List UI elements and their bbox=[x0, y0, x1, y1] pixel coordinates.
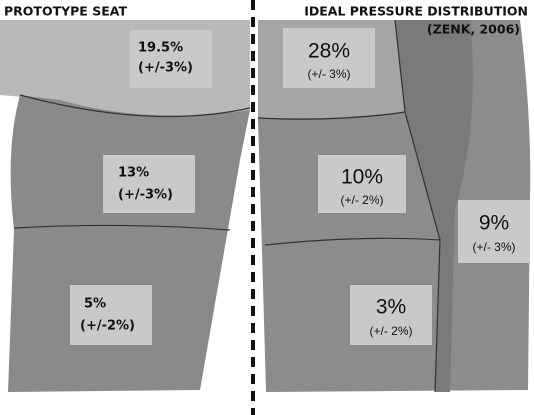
value-label: 10% bbox=[341, 166, 383, 189]
label-box bbox=[70, 285, 152, 345]
value-label: 28% bbox=[308, 40, 350, 63]
left-title: PROTOTYPE SEAT bbox=[4, 4, 127, 19]
tolerance-label: (+/-2%) bbox=[80, 319, 135, 334]
label-box bbox=[283, 28, 375, 88]
label-box bbox=[130, 30, 212, 88]
tolerance-label: (+/-3%) bbox=[118, 188, 173, 203]
seam bbox=[264, 237, 441, 246]
value-label: 19.5% bbox=[138, 41, 183, 56]
value-label: 5% bbox=[84, 297, 106, 312]
tolerance-label: (+/- 3%) bbox=[307, 67, 350, 81]
citation: (ZENK, 2006) bbox=[427, 22, 520, 37]
seam bbox=[19, 94, 251, 118]
tolerance-label: (+/- 3%) bbox=[472, 240, 515, 254]
right-outer-strip bbox=[395, 20, 473, 392]
label-box bbox=[350, 285, 432, 345]
label-box bbox=[103, 155, 195, 213]
tolerance-label: (+/-3%) bbox=[138, 61, 193, 76]
seam bbox=[257, 111, 406, 120]
value-label: 13% bbox=[118, 166, 149, 181]
seam bbox=[394, 19, 441, 393]
value-label: 9% bbox=[479, 212, 509, 235]
value-label: 3% bbox=[376, 296, 406, 319]
tolerance-label: (+/- 2%) bbox=[369, 324, 412, 338]
right-title: IDEAL PRESSURE DISTRIBUTION bbox=[304, 4, 528, 19]
left-thigh bbox=[8, 95, 250, 392]
seam bbox=[13, 224, 231, 231]
label-box bbox=[318, 155, 406, 213]
label-box bbox=[458, 200, 530, 263]
tolerance-label: (+/- 2%) bbox=[340, 193, 383, 207]
